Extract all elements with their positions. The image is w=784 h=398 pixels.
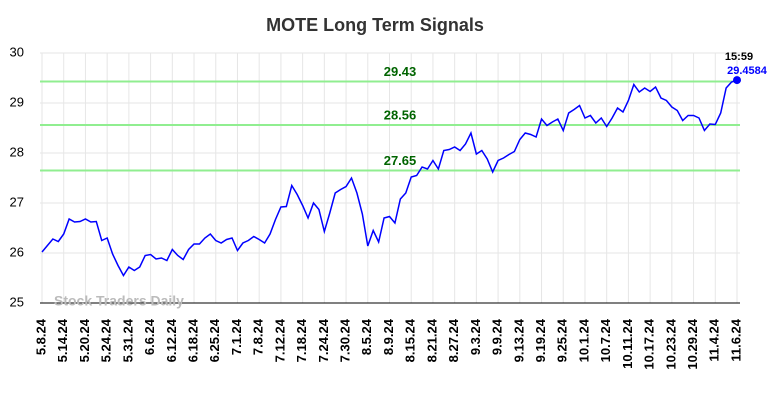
x-tick-label: 8.5.24 [359, 318, 374, 355]
y-tick-label: 26 [10, 244, 24, 259]
x-tick-label: 7.30.24 [338, 318, 353, 362]
x-tick-label: 10.11.24 [620, 318, 635, 369]
y-tick-label: 27 [10, 194, 24, 209]
x-tick-label: 5.8.24 [33, 318, 48, 355]
x-tick-label: 10.29.24 [685, 318, 700, 369]
x-tick-label: 5.31.24 [120, 318, 135, 362]
x-tick-label: 8.27.24 [446, 318, 461, 362]
y-tick-label: 29 [10, 94, 24, 109]
x-tick-label: 10.1.24 [576, 318, 591, 362]
y-tick-label: 25 [10, 294, 24, 309]
x-tick-label: 5.14.24 [55, 318, 70, 362]
x-tick-label: 9.9.24 [490, 318, 505, 355]
x-tick-label: 6.12.24 [164, 318, 179, 362]
x-tick-label: 8.9.24 [381, 318, 396, 355]
x-tick-label: 9.25.24 [555, 318, 570, 362]
x-tick-label: 11.4.24 [707, 318, 722, 361]
x-tick-label: 8.15.24 [403, 318, 418, 362]
x-tick-label: 10.7.24 [598, 318, 613, 362]
watermark: Stock Traders Daily [54, 293, 184, 309]
signal-label: 29.43 [384, 64, 417, 79]
x-tick-label: 5.24.24 [99, 318, 114, 362]
x-tick-label: 6.6.24 [142, 318, 157, 355]
y-tick-label: 28 [10, 144, 24, 159]
y-tick-label: 30 [10, 44, 24, 59]
x-tick-label: 7.24.24 [316, 318, 331, 362]
x-tick-label: 10.17.24 [642, 318, 657, 369]
x-tick-label: 6.25.24 [207, 318, 222, 362]
x-tick-label: 11.6.24 [728, 318, 743, 361]
x-tick-label: 7.12.24 [272, 318, 287, 362]
x-tick-label: 7.1.24 [229, 318, 244, 355]
last-time: 15:59 [725, 51, 753, 63]
last-point [733, 76, 741, 85]
x-tick-label: 6.18.24 [185, 318, 200, 362]
x-tick-label: 9.3.24 [468, 318, 483, 355]
signal-label: 28.56 [384, 107, 417, 122]
signal-label: 27.65 [384, 153, 417, 168]
x-tick-label: 9.13.24 [511, 318, 526, 362]
x-tick-label: 10.23.24 [663, 318, 678, 369]
last-value-label: 29.4584 [727, 65, 768, 77]
x-tick-label: 5.20.24 [77, 318, 92, 362]
price-line [41, 79, 738, 277]
x-tick-label: 8.21.24 [424, 318, 439, 362]
x-tick-label: 9.19.24 [533, 318, 548, 362]
x-tick-label: 7.8.24 [251, 318, 266, 355]
x-tick-label: 7.18.24 [294, 318, 309, 362]
chart-title: MOTE Long Term Signals [266, 15, 484, 35]
